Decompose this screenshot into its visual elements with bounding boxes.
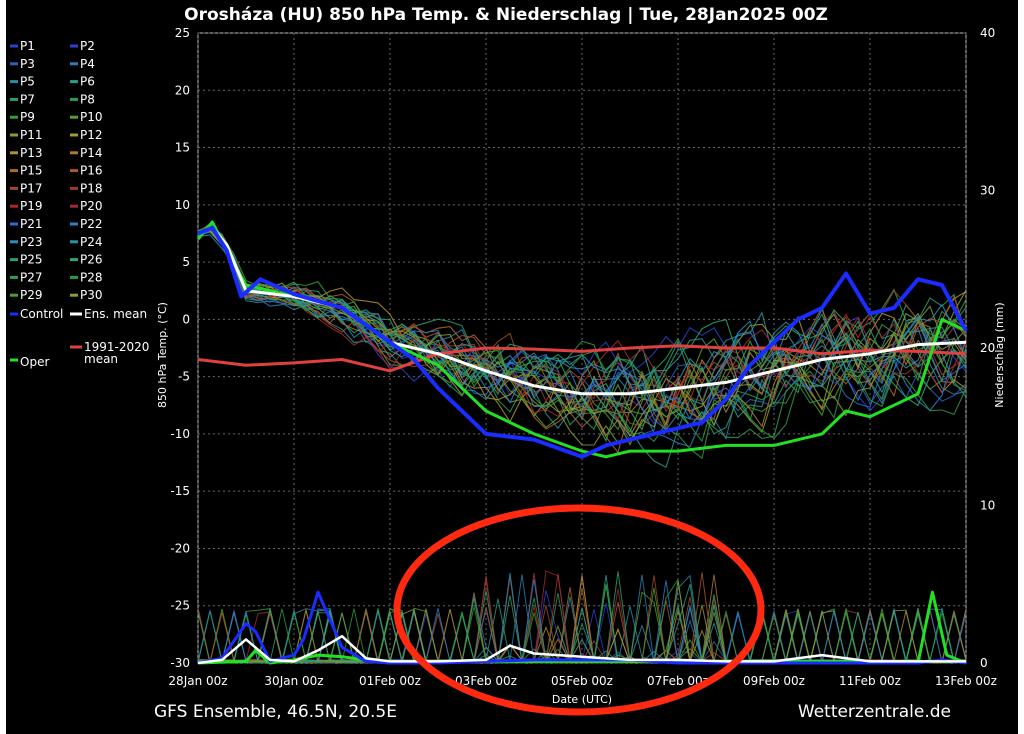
member-line-p17 [197, 227, 967, 432]
legend-label-p22: P22 [80, 217, 103, 231]
y-tick-label-right: 20 [980, 341, 995, 355]
legend-label-p2: P2 [80, 39, 95, 53]
legend-label-climate-line1: 1991-2020 [84, 340, 149, 354]
legend-label-p23: P23 [20, 235, 43, 249]
chart-frame: Orosháza (HU) 850 hPa Temp. & Niederschl… [6, 0, 1018, 734]
y-tick-label-left: -30 [170, 656, 190, 670]
y-tick-label-left: 25 [175, 26, 190, 40]
chart-title: Orosháza (HU) 850 hPa Temp. & Niederschl… [184, 5, 828, 25]
legend-label-p14: P14 [80, 146, 103, 160]
legend-label-p15: P15 [20, 164, 43, 178]
footer-source: GFS Ensemble, 46.5N, 20.5E [154, 702, 397, 722]
member-line-p28 [197, 227, 967, 443]
member-line-p15 [197, 231, 967, 454]
x-tick-label: 11Feb 00z [839, 674, 901, 688]
legend-label-p24: P24 [80, 235, 103, 249]
legend-label-p10: P10 [80, 110, 103, 124]
legend-label-p18: P18 [80, 181, 103, 195]
x-tick-label: 09Feb 00z [743, 674, 805, 688]
y-tick-label-left: -5 [178, 370, 190, 384]
y-axis-left: 25 20 15 10 5 0 -5 -10 -15 -20 -25 -30 [170, 26, 190, 670]
legend-label-p27: P27 [20, 270, 43, 284]
legend-label-p1: P1 [20, 39, 35, 53]
legend-label-p28: P28 [80, 270, 103, 284]
y-tick-label-left: 5 [182, 255, 190, 269]
legend-label-p9: P9 [20, 110, 35, 124]
legend-label-p12: P12 [80, 128, 103, 142]
x-tick-label: 28Jan 00z [168, 674, 227, 688]
legend-label-p13: P13 [20, 146, 43, 160]
footer-site: Wetterzentrale.de [798, 702, 951, 722]
series-line-1991-2020-mean [197, 344, 967, 373]
legend-label-p30: P30 [80, 288, 103, 302]
series-line-oper [196, 220, 967, 459]
x-tick-label: 01Feb 00z [359, 674, 421, 688]
y-tick-label-left: 15 [175, 141, 190, 155]
member-line-p29 [197, 223, 967, 434]
legend-label-oper: Oper [20, 355, 49, 369]
legend-label-p8: P8 [80, 92, 95, 106]
y-tick-label-left: -20 [170, 541, 190, 555]
legend-label-p6: P6 [80, 75, 95, 89]
legend-label-p11: P11 [20, 128, 43, 142]
series-line-control [197, 225, 968, 459]
legend-label-p4: P4 [80, 57, 95, 71]
highlight-ellipse [393, 504, 765, 716]
y-tick-label-right: 10 [980, 499, 995, 513]
chart: Orosháza (HU) 850 hPa Temp. & Niederschl… [10, 5, 1006, 722]
y-tick-label-right: 30 [980, 184, 995, 198]
y-axis-label-left: 850 hPa Temp. (°C) [156, 302, 169, 408]
x-tick-label: 13Feb 00z [935, 674, 997, 688]
y-tick-label-right: 40 [980, 26, 995, 40]
legend-label-control: Control [20, 307, 63, 321]
x-tick-label: 07Feb 00z [647, 674, 709, 688]
member-line-p26 [197, 227, 967, 443]
legend-label-p20: P20 [80, 199, 103, 213]
x-tick-label: 30Jan 00z [264, 674, 323, 688]
y-tick-label-right: 0 [980, 656, 988, 670]
legend-label-p7: P7 [20, 92, 35, 106]
legend-label-ens-mean: Ens. mean [84, 307, 147, 321]
legend-label-p3: P3 [20, 57, 35, 71]
y-axis-label-right: Niederschlag (mm) [993, 302, 1006, 407]
y-tick-label-left: 0 [182, 312, 190, 326]
x-axis-label: Date (UTC) [552, 693, 612, 706]
series-line-ens-mean-precip [197, 634, 966, 665]
legend-label-climate-line2: mean [84, 352, 118, 366]
legend-label-p21: P21 [20, 217, 43, 231]
legend-label-p25: P25 [20, 253, 43, 267]
legend-label-p17: P17 [20, 181, 43, 195]
y-tick-label-left: -15 [170, 484, 190, 498]
y-tick-label-left: -10 [170, 427, 190, 441]
legend-label-p16: P16 [80, 164, 103, 178]
legend-label-p5: P5 [20, 75, 35, 89]
legend-label-p29: P29 [20, 288, 43, 302]
legend: P1 P2 P3 P4 P5 P6 P7 P8 P9 P10 P11 P12 P13 P14 P15 P16 P… [10, 39, 149, 369]
y-tick-label-left: 10 [175, 198, 190, 212]
legend-label-p26: P26 [80, 253, 103, 267]
member-line-p21 [197, 226, 967, 421]
key-series [196, 220, 968, 665]
x-tick-label: 03Feb 00z [455, 674, 517, 688]
x-axis: 28Jan 00z 30Jan 00z 01Feb 00z 03Feb 00z 05Fe… [168, 674, 997, 688]
y-tick-label-left: -25 [170, 599, 190, 613]
member-line-p19 [197, 228, 967, 418]
member-line-p14 [197, 230, 967, 428]
x-tick-label: 05Feb 00z [551, 674, 613, 688]
legend-label-p19: P19 [20, 199, 43, 213]
y-axis-right: 40 30 20 10 0 [980, 26, 995, 670]
y-tick-label-left: 20 [175, 83, 190, 97]
